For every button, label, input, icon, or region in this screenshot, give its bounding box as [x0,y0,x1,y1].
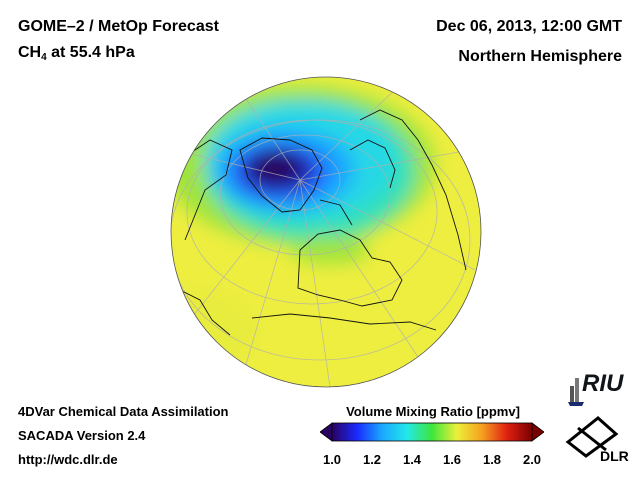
coastlines [179,109,467,336]
riu-logo-text: RIU [582,370,624,397]
region-label: Northern Hemisphere [458,48,622,65]
colorbar-under-arrow [320,422,333,442]
riu-logo-icon [568,378,584,406]
dlr-logo-icon [565,416,619,458]
species-level-title: CH4 at 55.4 hPa [18,44,135,63]
footer-url[interactable]: http://wdc.dlr.de [18,452,118,467]
dlr-logo-text: DLR [600,448,629,464]
species-name: CH [18,44,42,61]
footer-assimilation: 4DVar Chemical Data Assimilation [18,404,229,419]
colorbar-tick-label: 1.8 [482,452,502,467]
pressure-level: at 55.4 hPa [46,44,135,61]
colorbar-tick-label: 1.0 [322,452,342,467]
footer-version: SACADA Version 2.4 [18,428,146,443]
species-subscript: 4 [41,52,47,63]
globe-disk [171,77,481,387]
forecast-datetime: Dec 06, 2013, 12:00 GMT [436,18,622,35]
colorbar-title: Volume Mixing Ratio [ppmv] [346,404,520,419]
graticule [171,84,476,387]
product-title: GOME–2 / MetOp Forecast [18,18,219,35]
colorbar-over-arrow [531,422,544,442]
globe-outline [170,76,482,388]
colorbar-tick-label: 1.4 [402,452,422,467]
colorbar-gradient [331,422,533,442]
logos [565,378,619,458]
colorbar-tick-label: 2.0 [522,452,542,467]
colorbar-tick-label: 1.2 [362,452,382,467]
colorbar [320,422,544,442]
colorbar-tick-label: 1.6 [442,452,462,467]
